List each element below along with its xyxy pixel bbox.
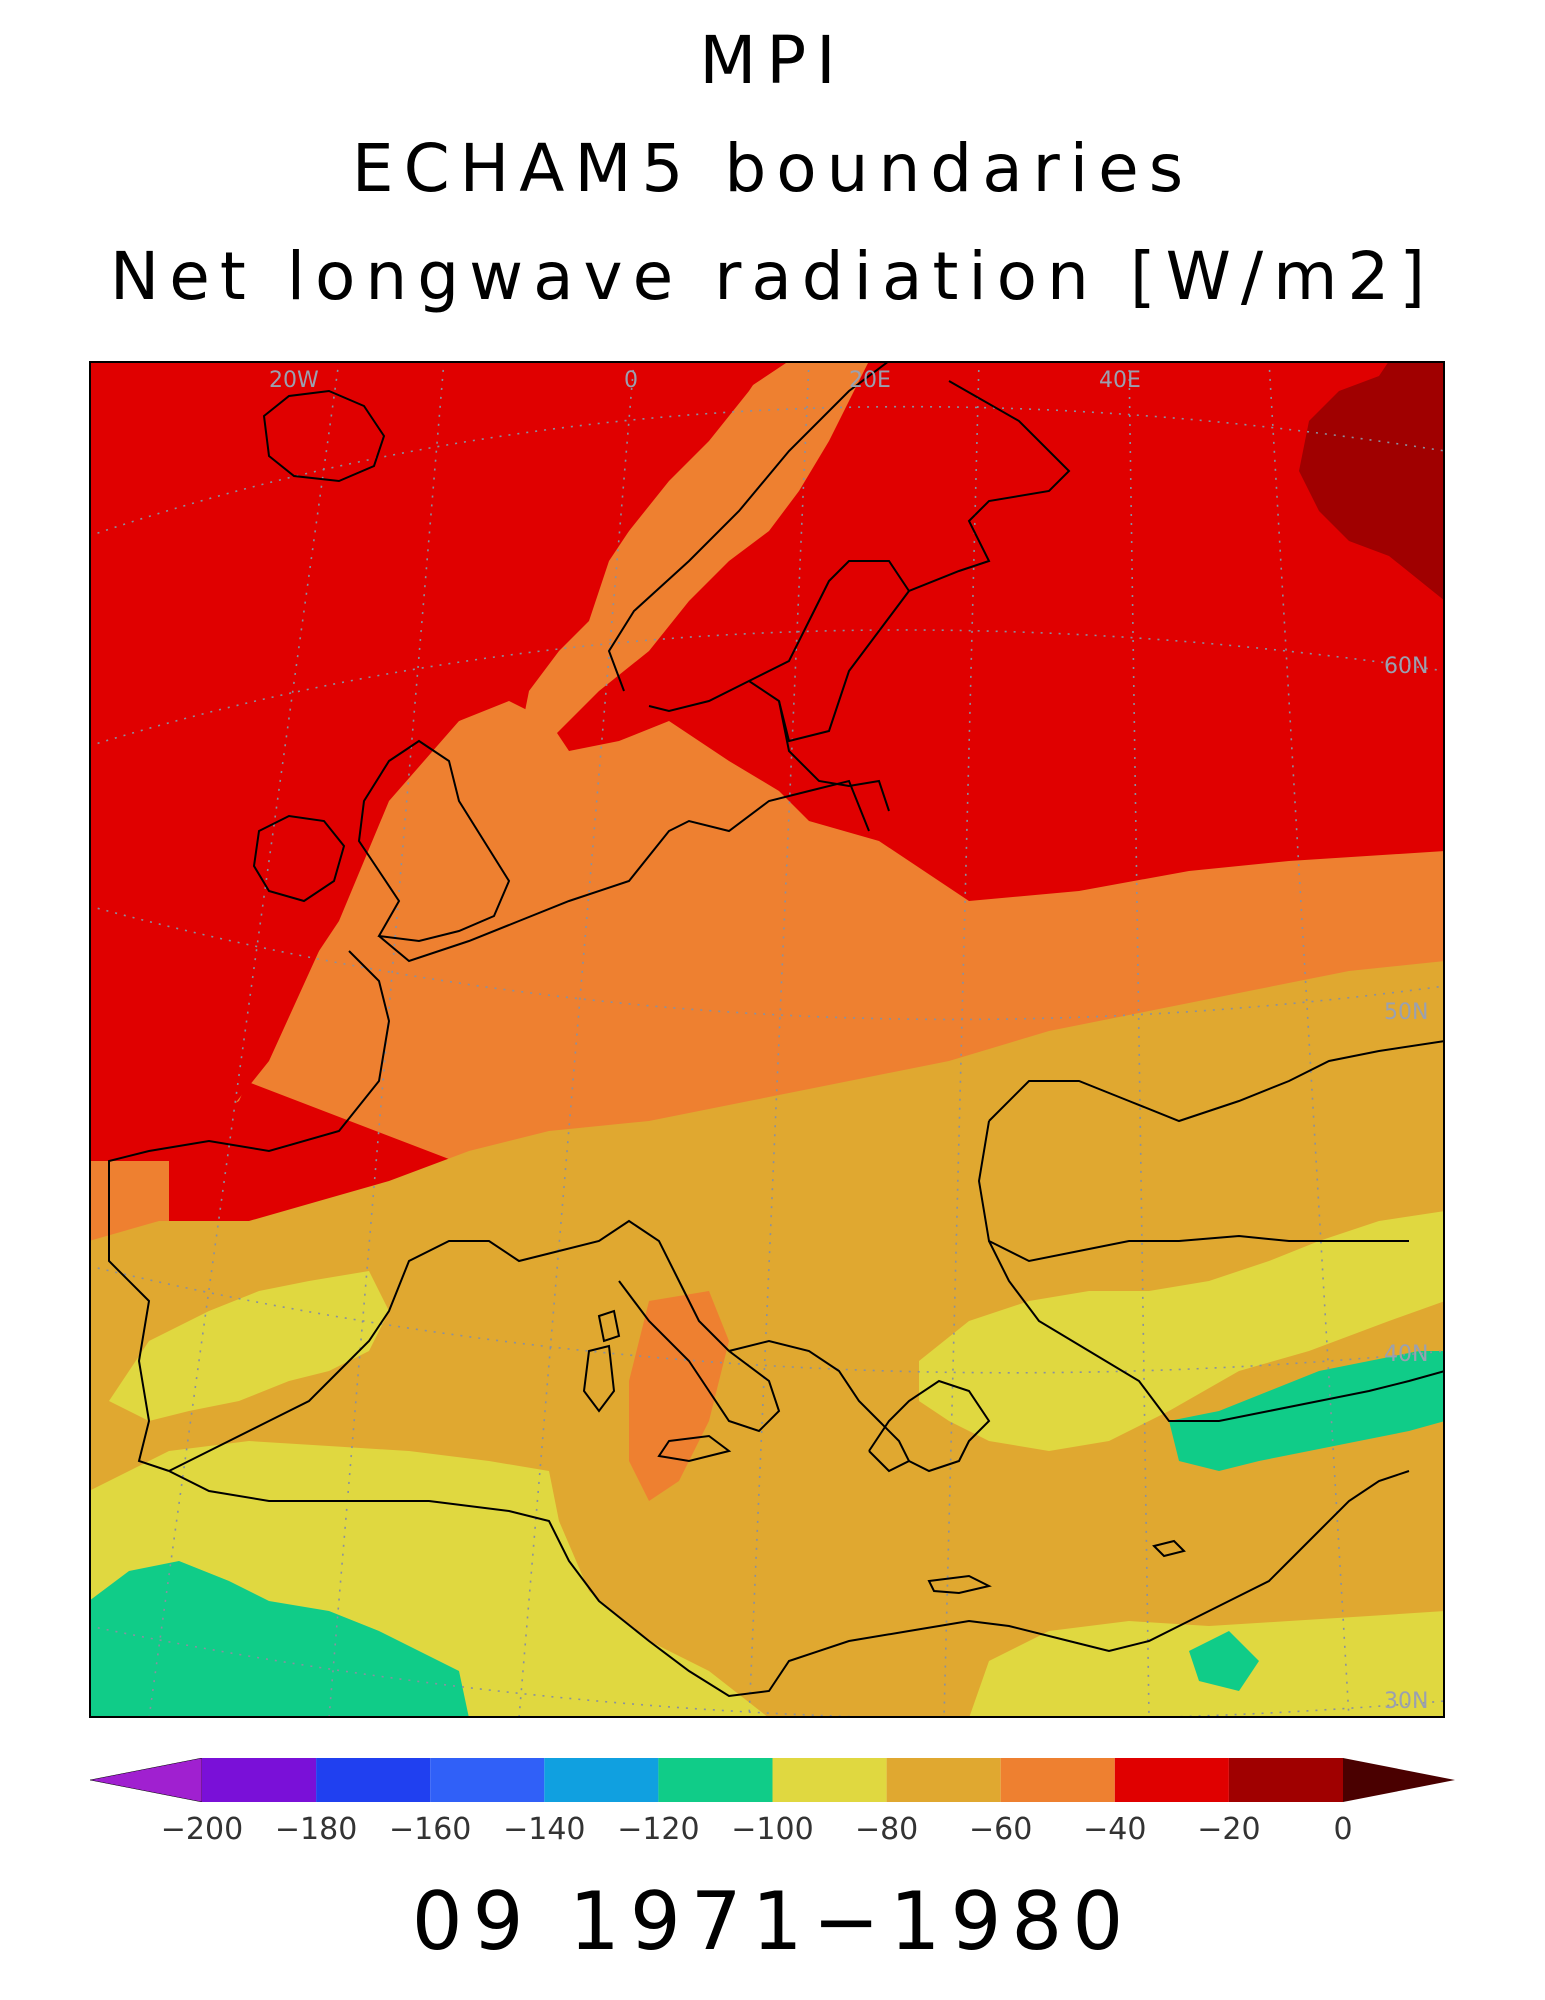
field-green-sahara <box>89 1561 469 1718</box>
coast-baltic <box>748 560 910 812</box>
graticule-lon-10w <box>328 361 445 1718</box>
coast-sardinia <box>582 1344 616 1413</box>
coast-iberia-south <box>168 1240 560 1472</box>
colorbar-cell <box>658 1758 773 1802</box>
colorbar-tick-label: −40 <box>1083 1812 1147 1847</box>
graticule-lon-40e <box>1268 361 1350 1718</box>
coast-iceland <box>262 389 386 483</box>
field-red-northeast <box>709 361 1445 801</box>
colorbar-cell <box>430 1758 545 1802</box>
colorbar-cell <box>1000 1758 1115 1802</box>
colorbar-tick-label: 0 <box>1333 1812 1353 1847</box>
graticule-lon-20e <box>943 361 980 1718</box>
colorbar-labels: −200 −180 −160 −140 −120 −100 −80 −60 −40 −20 0 <box>0 1812 1545 1852</box>
colorbar-tick-label: −160 <box>388 1812 472 1847</box>
colorbar-cell <box>1228 1758 1343 1802</box>
colorbar <box>90 1758 1455 1802</box>
colorbar-cell <box>886 1758 1001 1802</box>
colorbar-cells <box>90 1758 1455 1802</box>
coast-crete <box>927 1574 992 1595</box>
colorbar-tick-label: −20 <box>1197 1812 1261 1847</box>
graticule-lat-70n <box>89 405 1445 537</box>
field-red-atlantic <box>89 361 769 1161</box>
coast-black-sea <box>977 1040 1445 1263</box>
coastlines <box>108 361 1445 1698</box>
map-panel: 20W 0 20E 40E 60N 50N 40N 30N <box>89 361 1445 1718</box>
graticule-label-30n: 30N <box>1384 1689 1428 1714</box>
field-yellow-iberia <box>109 1271 389 1421</box>
graticule-lat-40n <box>89 1265 1445 1374</box>
coast-greece <box>868 1379 991 1473</box>
colorbar-tick-label: −120 <box>617 1812 700 1847</box>
graticule-label-0: 0 <box>624 368 638 393</box>
title-line-1: MPI <box>699 22 846 99</box>
field-orange-med <box>629 1291 729 1501</box>
colorbar-cell <box>772 1758 887 1802</box>
graticule <box>89 361 1445 1718</box>
graticule-lat-30n <box>89 1625 1445 1718</box>
graticule-label-50n: 50N <box>1384 1000 1428 1025</box>
field-green-levant <box>1189 1631 1259 1691</box>
colorbar-tick-label: −100 <box>731 1812 814 1847</box>
graticule-label-20e: 20E <box>849 368 891 393</box>
map-frame <box>89 361 1445 1718</box>
field-darkred-ne2 <box>1299 361 1445 601</box>
colorbar-tick-label: −60 <box>969 1812 1033 1847</box>
graticule-label-20w: 20W <box>269 368 319 393</box>
coast-italy <box>558 1219 781 1433</box>
coast-western-europe <box>378 779 870 963</box>
colorbar-cell <box>202 1758 317 1802</box>
colorbar-tick-label: −80 <box>854 1812 919 1847</box>
coast-sicily <box>657 1434 732 1463</box>
colorbar-tick-label: −140 <box>503 1812 586 1847</box>
coast-cyprus <box>1152 1539 1186 1558</box>
field-green-turkey <box>1169 1351 1445 1471</box>
colorbar-tick-label: −180 <box>274 1812 358 1847</box>
colorbar-cell <box>316 1758 431 1802</box>
coast-ireland <box>252 814 346 903</box>
coast-scandinavia <box>607 361 1071 743</box>
colorbar-tick-label: −200 <box>160 1812 244 1847</box>
coast-biscay <box>108 950 391 1472</box>
graticule-labels: 20W 0 20E 40E 60N 50N 40N 30N <box>269 368 1428 1714</box>
map-svg: 20W 0 20E 40E 60N 50N 40N 30N <box>89 361 1445 1718</box>
graticule-lon-20w <box>148 361 340 1718</box>
coast-corsica <box>597 1309 621 1343</box>
title-line-2: ECHAM5 boundaries <box>351 130 1194 207</box>
title-line-3: Net longwave radiation [W/m2] <box>109 238 1436 315</box>
colorbar-cell <box>90 1758 203 1802</box>
graticule-lon-0 <box>518 361 635 1718</box>
colorbar-cell <box>544 1758 659 1802</box>
graticule-label-40e: 40E <box>1099 368 1141 393</box>
graticule-lon-30e <box>1128 361 1150 1718</box>
colorbar-cell <box>1343 1758 1455 1802</box>
graticule-label-60n: 60N <box>1384 654 1428 679</box>
field-yellow-balkans <box>919 1211 1445 1451</box>
coast-adriatic-balkans <box>728 1339 911 1473</box>
graticule-lon-10e <box>748 361 810 1718</box>
period-label: 09 1971−1980 <box>411 1875 1134 1968</box>
coast-africa <box>168 1470 1410 1698</box>
graticule-label-40n: 40N <box>1384 1342 1428 1367</box>
colorbar-cell <box>1114 1758 1229 1802</box>
coast-britain <box>357 739 511 943</box>
field-orange-norway <box>519 361 869 741</box>
coast-turkey <box>988 1240 1445 1422</box>
